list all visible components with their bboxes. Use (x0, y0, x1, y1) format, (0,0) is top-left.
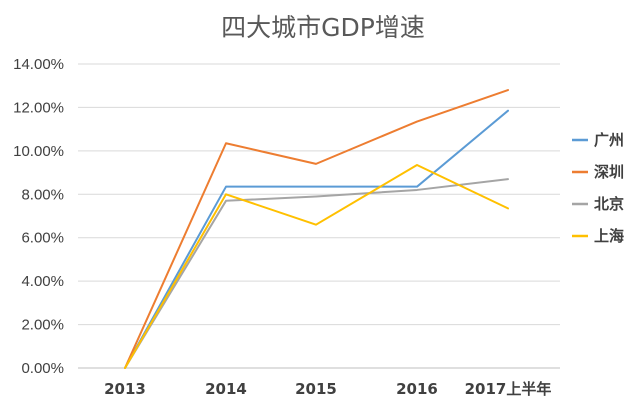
series-line-北京 (124, 178, 509, 369)
series-lines (124, 89, 509, 369)
y-tick-label: 2.00% (21, 317, 64, 334)
legend-label: 深圳 (594, 163, 624, 181)
legend-label: 广州 (594, 131, 624, 149)
y-tick-label: 12.00% (13, 99, 64, 116)
legend-label: 上海 (594, 227, 624, 245)
series-line-上海 (124, 163, 509, 369)
y-tick-label: 0.00% (21, 360, 64, 377)
chart-title: 四大城市GDP增速 (221, 13, 425, 42)
y-tick-label: 6.00% (21, 230, 64, 247)
y-tick-label: 10.00% (13, 143, 64, 160)
x-tick-label: 2016 (396, 380, 438, 398)
y-tick-label: 8.00% (21, 186, 64, 203)
series-line-广州 (124, 109, 509, 369)
y-axis-ticks: 0.00% 2.00% 4.00% 6.00% 8.00% 10.00% 12.00% 14.… (13, 56, 64, 377)
legend-label: 北京 (594, 195, 624, 213)
y-tick-label: 4.00% (21, 273, 64, 290)
x-axis-ticks: 2013 2014 2015 2016 2017上半年 (104, 380, 551, 398)
gridlines (78, 63, 560, 369)
x-tick-label: 2013 (104, 380, 146, 398)
x-tick-label: 2015 (295, 380, 337, 398)
y-tick-label: 14.00% (13, 56, 64, 73)
series-line-深圳 (124, 89, 509, 369)
x-tick-label: 2014 (205, 380, 247, 398)
x-tick-label: 2017上半年 (465, 380, 552, 398)
